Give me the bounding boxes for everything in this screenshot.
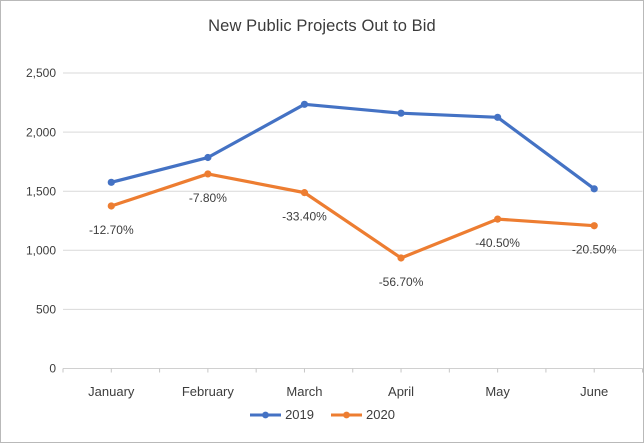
data-point-marker-2020	[494, 215, 502, 223]
chart-title: New Public Projects Out to Bid	[208, 17, 436, 35]
data-point-marker-2019	[204, 153, 212, 162]
x-axis-category-label: January	[88, 384, 135, 399]
series-line-2019	[109, 102, 596, 191]
legend-label-2020: 2020	[366, 407, 395, 422]
y-axis-tick-label: 1,500	[26, 184, 56, 198]
data-point-marker-2020	[300, 189, 309, 197]
data-point-marker-2020	[107, 202, 115, 210]
legend-label-2019: 2019	[285, 407, 314, 422]
legend-swatch-2019-icon	[250, 411, 282, 418]
data-point-label: -56.70%	[379, 275, 424, 289]
x-axis-category-label: June	[580, 384, 608, 399]
legend: 2019 2020	[1, 407, 643, 422]
data-point-marker-2020	[397, 254, 405, 262]
series-line-2020	[109, 172, 596, 260]
legend-item-2020: 2020	[330, 407, 395, 422]
y-axis-tick-label: 0	[49, 362, 56, 376]
data-point-label: -20.50%	[572, 243, 617, 257]
legend-item-2019: 2019	[249, 407, 314, 422]
data-point-marker-2020	[590, 222, 598, 230]
data-point-marker-2020	[204, 170, 212, 178]
data-point-label: -12.70%	[89, 223, 134, 237]
x-axis-category-label: April	[388, 384, 414, 399]
y-axis-tick-label: 2,000	[26, 125, 56, 139]
data-point-marker-2019	[300, 100, 309, 108]
y-axis-tick-label: 500	[36, 303, 56, 317]
data-point-label: -7.80%	[189, 191, 227, 205]
data-point-label: -33.40%	[282, 210, 327, 224]
data-point-label: -40.50%	[475, 236, 520, 250]
x-axis-category-label: February	[182, 384, 235, 399]
y-axis-tick-label: 1,000	[26, 244, 56, 258]
legend-swatch-2020-icon	[331, 411, 362, 418]
x-axis-category-label: May	[485, 384, 510, 399]
data-point-marker-2019	[590, 185, 598, 193]
y-axis-tick-label: 2,500	[26, 66, 56, 80]
data-point-marker-2019	[107, 178, 115, 186]
data-point-marker-2019	[494, 113, 502, 121]
x-axis-category-label: March	[286, 384, 322, 399]
data-point-marker-2019	[397, 109, 405, 117]
